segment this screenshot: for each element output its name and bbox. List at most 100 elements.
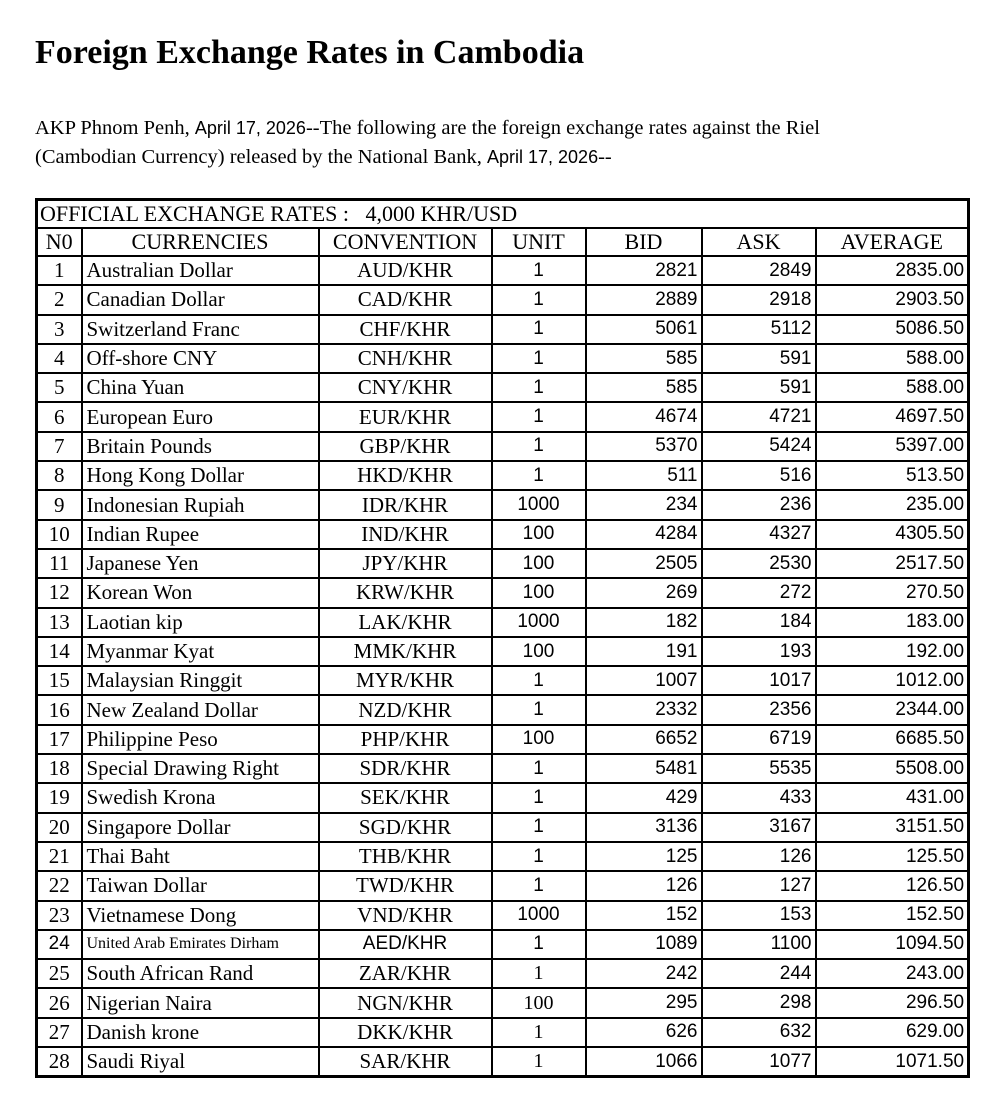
cell-no: 6 (35, 401, 83, 433)
cell-bid: 182 (584, 606, 703, 638)
table-row: 16 New Zealand Dollar NZD/KHR 1 2332 235… (35, 694, 970, 726)
table-row: 26 Nigerian Naira NGN/KHR 100 295 298 29… (35, 987, 970, 1019)
cell-unit: 1 (490, 958, 587, 990)
cell-convention: JPY/KHR (317, 547, 493, 580)
cell-ask: 5112 (700, 313, 817, 345)
table-row: 13 Laotian kip LAK/KHR 1000 182 184 183.… (35, 606, 970, 638)
cell-convention: HKD/KHR (317, 460, 493, 492)
cell-convention: VND/KHR (317, 899, 493, 931)
page-title: Foreign Exchange Rates in Cambodia (35, 34, 585, 71)
cell-bid: 191 (584, 635, 703, 668)
cell-ask: 433 (700, 782, 817, 814)
cell-average: 2344.00 (814, 694, 970, 726)
cell-convention: CHF/KHR (317, 313, 493, 345)
cell-convention: THB/KHR (317, 840, 493, 873)
cell-bid: 2332 (584, 694, 703, 726)
cell-convention: LAK/KHR (317, 606, 493, 638)
intro-line: (Cambodian Currency) released by the Nat… (35, 143, 967, 172)
cell-bid: 242 (584, 958, 703, 990)
cell-currency: Nigerian Naira (80, 987, 320, 1019)
intro-segment: AKP Phnom Penh, (35, 117, 195, 139)
cell-bid: 1007 (584, 665, 703, 697)
cell-no: 21 (35, 840, 83, 873)
cell-no: 20 (35, 811, 83, 843)
cell-ask: 1100 (700, 928, 817, 961)
cell-no: 28 (35, 1046, 83, 1078)
intro-line: AKP Phnom Penh, April 17, 2026--The foll… (35, 114, 967, 143)
cell-unit: 1 (490, 840, 587, 873)
cell-bid: 4284 (584, 518, 703, 550)
cell-average: 1071.50 (814, 1046, 970, 1078)
cell-bid: 234 (584, 489, 703, 521)
cell-convention: SEK/KHR (317, 782, 493, 814)
cell-currency: Swedish Krona (80, 782, 320, 814)
cell-no: 1 (35, 254, 83, 287)
cell-bid: 5481 (584, 753, 703, 785)
cell-unit: 1000 (490, 606, 587, 638)
cell-convention: MMK/KHR (317, 635, 493, 668)
cell-ask: 4327 (700, 518, 817, 550)
column-header-average: AVERAGE (814, 227, 970, 257)
cell-average: 2835.00 (814, 254, 970, 287)
cell-convention: MYR/KHR (317, 665, 493, 697)
cell-unit: 1 (490, 753, 587, 785)
cell-convention: SDR/KHR (317, 753, 493, 785)
table-row: 1 Australian Dollar AUD/KHR 1 2821 2849 … (35, 254, 970, 287)
cell-average: 183.00 (814, 606, 970, 638)
cell-convention: SGD/KHR (317, 811, 493, 843)
cell-unit: 100 (490, 723, 587, 756)
cell-ask: 591 (700, 342, 817, 375)
cell-ask: 298 (700, 987, 817, 1019)
cell-unit: 100 (490, 547, 587, 580)
cell-ask: 5424 (700, 430, 817, 463)
cell-unit: 1 (490, 1046, 587, 1078)
cell-currency: Laotian kip (80, 606, 320, 638)
cell-convention: GBP/KHR (317, 430, 493, 463)
table-row: 14 Myanmar Kyat MMK/KHR 100 191 193 192.… (35, 635, 970, 668)
cell-average: 431.00 (814, 782, 970, 814)
intro-paragraph: AKP Phnom Penh, April 17, 2026--The foll… (35, 114, 967, 172)
table-row: 4 Off-shore CNY CNH/KHR 1 585 591 588.00 (35, 342, 970, 375)
column-header-no: N0 (35, 227, 83, 257)
cell-ask: 153 (700, 899, 817, 931)
cell-bid: 4674 (584, 401, 703, 433)
cell-bid: 2821 (584, 254, 703, 287)
cell-currency: Philippine Peso (80, 723, 320, 756)
cell-average: 513.50 (814, 460, 970, 492)
cell-convention: TWD/KHR (317, 870, 493, 902)
cell-average: 296.50 (814, 987, 970, 1019)
cell-unit: 1 (490, 811, 587, 843)
cell-unit: 1 (490, 430, 587, 463)
intro-segment: -- (598, 146, 612, 168)
cell-currency: Korean Won (80, 577, 320, 609)
cell-bid: 295 (584, 987, 703, 1019)
cell-convention: IDR/KHR (317, 489, 493, 521)
table-row: 8 Hong Kong Dollar HKD/KHR 1 511 516 513… (35, 460, 970, 492)
cell-bid: 626 (584, 1016, 703, 1049)
cell-no: 14 (35, 635, 83, 668)
cell-currency: Indonesian Rupiah (80, 489, 320, 521)
cell-convention: EUR/KHR (317, 401, 493, 433)
intro-segment: April 17, 2026 (487, 147, 599, 167)
table-row: 20 Singapore Dollar SGD/KHR 1 3136 3167 … (35, 811, 970, 843)
cell-no: 19 (35, 782, 83, 814)
cell-currency: Malaysian Ringgit (80, 665, 320, 697)
cell-bid: 5370 (584, 430, 703, 463)
cell-bid: 125 (584, 840, 703, 873)
cell-bid: 585 (584, 372, 703, 404)
cell-ask: 632 (700, 1016, 817, 1049)
cell-currency: Indian Rupee (80, 518, 320, 550)
cell-ask: 184 (700, 606, 817, 638)
cell-ask: 4721 (700, 401, 817, 433)
table-caption: OFFICIAL EXCHANGE RATES : 4,000 KHR/USD (35, 198, 970, 229)
cell-average: 192.00 (814, 635, 970, 668)
cell-unit: 100 (490, 987, 587, 1019)
cell-no: 10 (35, 518, 83, 550)
cell-no: 18 (35, 753, 83, 785)
cell-ask: 236 (700, 489, 817, 521)
cell-average: 3151.50 (814, 811, 970, 843)
cell-no: 11 (35, 547, 83, 580)
cell-average: 588.00 (814, 372, 970, 404)
cell-no: 13 (35, 606, 83, 638)
cell-unit: 1 (490, 870, 587, 902)
